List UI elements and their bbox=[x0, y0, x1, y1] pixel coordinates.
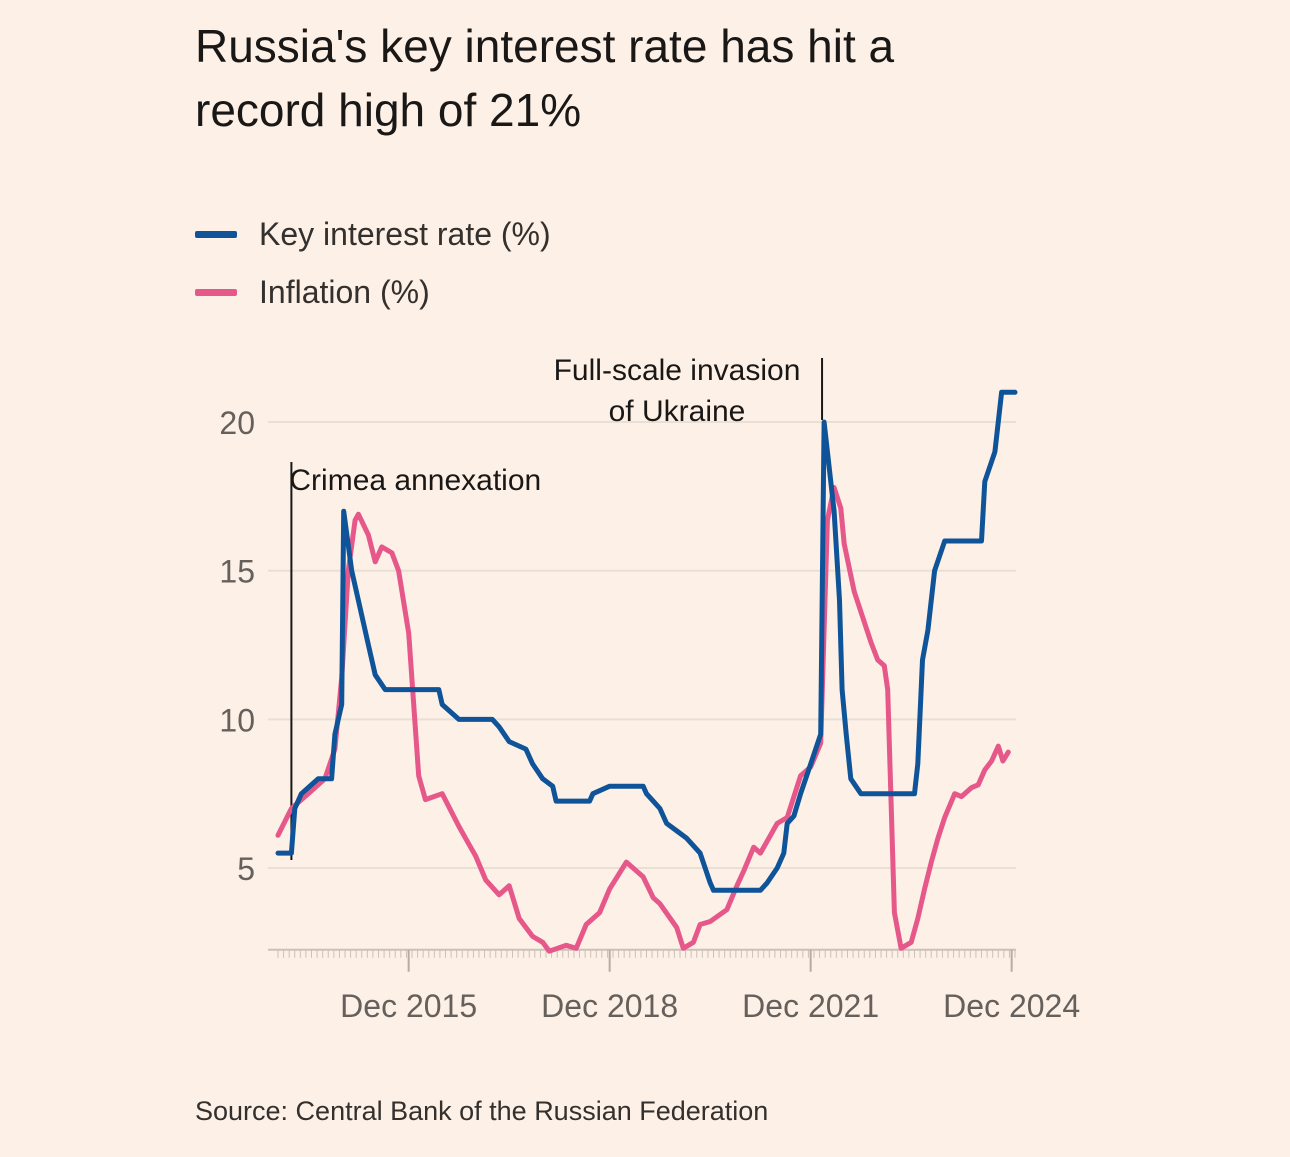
chart-title: Russia's key interest rate has hit a rec… bbox=[195, 20, 895, 136]
x-tick-label: Dec 2015 bbox=[340, 988, 477, 1024]
y-tick-label: 15 bbox=[219, 554, 255, 590]
annotation-full-scale-invasion: Full-scale invasion bbox=[554, 354, 801, 387]
series-line-key-interest-rate bbox=[275, 389, 1018, 893]
y-tick-label: 10 bbox=[219, 702, 255, 738]
x-tick-label: Dec 2024 bbox=[943, 988, 1080, 1024]
legend-item-key-rate: Key interest rate (%) bbox=[195, 205, 551, 263]
legend-label-inflation: Inflation (%) bbox=[259, 273, 430, 310]
source-note: Source: Central Bank of the Russian Fede… bbox=[195, 1096, 769, 1126]
x-tick-label: Dec 2021 bbox=[742, 988, 879, 1024]
legend: Key interest rate (%) Inflation (%) bbox=[195, 205, 551, 321]
series-line-inflation bbox=[275, 485, 1011, 954]
legend-swatch-key-rate bbox=[195, 230, 237, 238]
y-tick-label: 5 bbox=[237, 851, 255, 887]
legend-item-inflation: Inflation (%) bbox=[195, 263, 551, 321]
legend-swatch-inflation bbox=[195, 288, 237, 296]
y-tick-label: 20 bbox=[219, 405, 255, 441]
annotation-full-scale-invasion: of Ukraine bbox=[609, 395, 746, 428]
x-tick-label: Dec 2018 bbox=[541, 988, 678, 1024]
annotation-crimea-annexation: Crimea annexation bbox=[289, 464, 541, 497]
legend-label-key-rate: Key interest rate (%) bbox=[259, 215, 551, 252]
